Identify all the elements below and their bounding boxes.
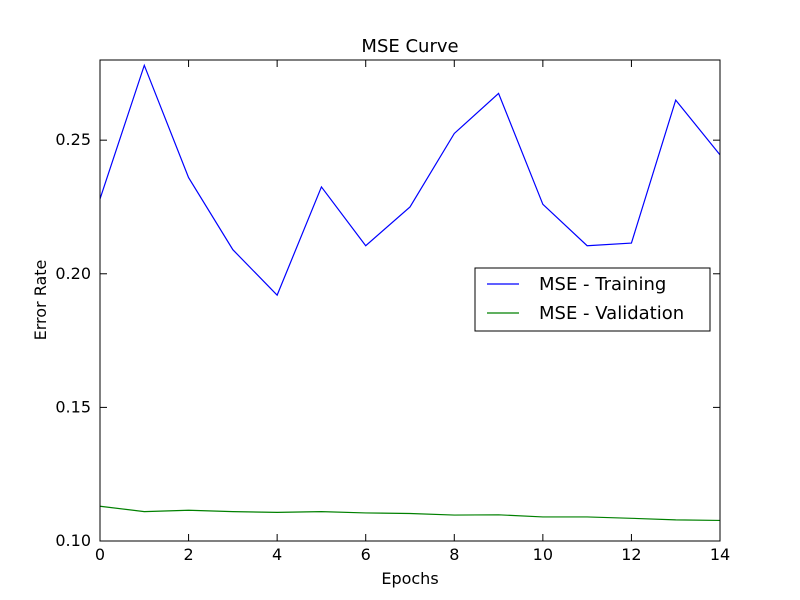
x-tick-label: 6 (361, 545, 371, 564)
x-tick-label: 14 (710, 545, 730, 564)
legend-label-training: MSE - Training (539, 274, 666, 295)
chart-title: MSE Curve (361, 36, 458, 57)
series-line-training (99, 63, 721, 297)
y-tick-label: 0.10 (55, 531, 91, 550)
y-tick-label: 0.15 (55, 397, 91, 416)
x-tick-label: 8 (449, 545, 459, 564)
plot-frame (99, 59, 721, 542)
ticks-layer: 0 2 4 6 8 10 12 14 0.10 0.15 0.20 0.25 (55, 60, 730, 564)
x-tick-label: 4 (272, 545, 282, 564)
series-layer (99, 63, 721, 522)
x-tick-label: 12 (621, 545, 641, 564)
x-axis-label: Epochs (381, 569, 438, 588)
x-tick-label: 2 (183, 545, 193, 564)
legend-label-validation: MSE - Validation (539, 303, 684, 324)
y-axis-label: Error Rate (31, 260, 50, 341)
legend: MSE - Training MSE - Validation (474, 267, 711, 332)
series-line-validation (99, 505, 721, 522)
y-tick-label: 0.25 (55, 130, 91, 149)
y-tick-label: 0.20 (55, 264, 91, 283)
x-tick-label: 0 (95, 545, 105, 564)
x-tick-label: 10 (533, 545, 553, 564)
legend-box (474, 267, 711, 332)
